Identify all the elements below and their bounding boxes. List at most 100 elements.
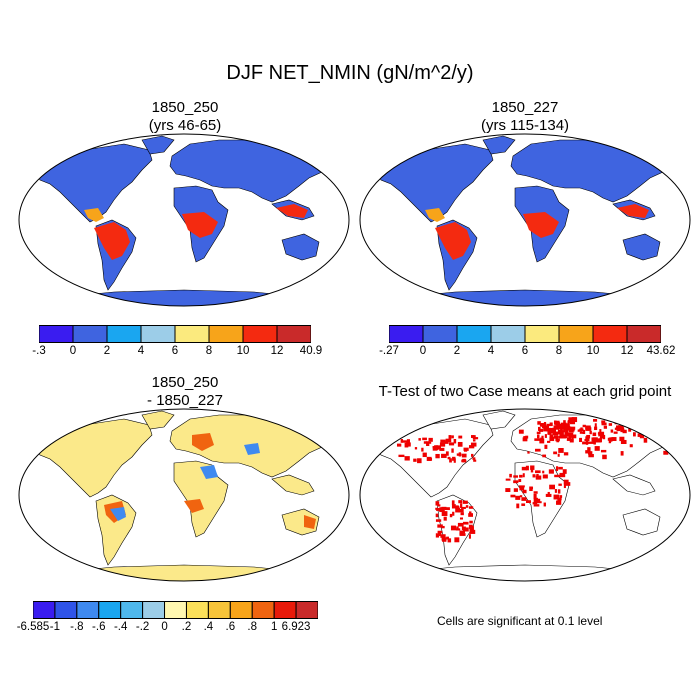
colorbar-swatch [174, 325, 210, 343]
colorbar-swatch [72, 325, 108, 343]
landmass [622, 233, 661, 261]
colorbar-tick-label: 10 [236, 345, 250, 357]
landmass [35, 418, 153, 498]
landmass [281, 508, 320, 536]
positive-difference-region [304, 515, 316, 529]
panel-4-title-line1: T-Test of two Case means at each grid po… [378, 383, 672, 400]
colorbar-tick-label: 0 [419, 345, 427, 357]
colorbar-tick-label: -1 [49, 621, 61, 633]
landmass [514, 460, 570, 538]
colorbar-swatch [208, 325, 244, 343]
landmass [271, 474, 315, 496]
colorbar-tick-label: 6 [171, 345, 179, 357]
colorbar-swatch [242, 325, 278, 343]
colorbar-swatch [54, 601, 78, 619]
colorbar-swatch [422, 325, 458, 343]
map-panel-3 [18, 408, 350, 582]
colorbar-swatch [76, 601, 100, 619]
map-border [359, 408, 691, 582]
landmass [51, 564, 315, 581]
landmass [612, 474, 656, 496]
landmass [35, 143, 153, 223]
colorbar-swatch [456, 325, 492, 343]
map-border [359, 133, 691, 307]
panel-2-title: 1850_227 (yrs 115-134) [400, 99, 650, 135]
colorbar-swatch [295, 601, 318, 619]
negative-difference-region [244, 443, 260, 455]
colorbar-tick-label: .4 [203, 621, 214, 633]
colorbar-2-labels: -.27 0 2 4 6 8 10 12 43.62 [379, 345, 675, 361]
figure-title: DJF NET_NMIN (gN/m^2/y) [226, 62, 474, 84]
high-mineralization-region [276, 204, 308, 218]
landmass [141, 410, 175, 430]
panel-2-title-line2: (yrs 115-134) [480, 117, 570, 134]
colorbar-tick-label: -.3 [32, 345, 46, 357]
colorbar-tick-label: 1 [270, 621, 278, 633]
panel-1-title-line2: (yrs 46-65) [148, 117, 222, 134]
colorbar-tick-label: 2 [453, 345, 461, 357]
colorbar-swatch [39, 325, 74, 343]
landmass [482, 410, 516, 430]
high-mineralization-region [523, 212, 559, 238]
colorbar-swatch [106, 325, 142, 343]
colorbar-1 [39, 325, 311, 343]
landmass [622, 508, 661, 536]
landmass [392, 564, 656, 581]
colorbar-swatch [142, 601, 166, 619]
colorbar-tick-label: 40.9 [299, 345, 323, 357]
colorbar-tick-label: .2 [181, 621, 192, 633]
colorbar-swatch [558, 325, 594, 343]
colorbar-swatch [98, 601, 122, 619]
positive-difference-region [184, 499, 204, 513]
colorbar-3-labels: -6.585 -1 -.8 -.6 -.4 -.2 0 .2 .4 .6 .8 1 6.923 [17, 621, 318, 637]
panel-1-title-line1: 1850_250 [151, 99, 219, 116]
map-panel-4 [359, 408, 691, 582]
high-mineralization-region [617, 204, 649, 218]
colorbar-tick-label: 10 [586, 345, 600, 357]
landmass [392, 289, 656, 306]
colorbar-swatch [524, 325, 560, 343]
colorbar-swatch [273, 601, 297, 619]
colorbar-tick-label: -.8 [70, 621, 84, 633]
landmass [51, 289, 315, 306]
colorbar-tick-label: 2 [103, 345, 111, 357]
landmass [141, 135, 175, 155]
negative-difference-region [200, 465, 218, 479]
colorbar-tick-label: -.2 [135, 621, 150, 633]
colorbar-tick-label: -.4 [113, 621, 128, 633]
colorbar-tick-label: -.6 [92, 621, 106, 633]
colorbar-tick-label: -6.585 [16, 621, 50, 633]
high-mineralization-region [425, 208, 445, 222]
colorbar-swatch [140, 325, 176, 343]
colorbar-swatch [626, 325, 661, 343]
colorbar-tick-label: 6 [521, 345, 529, 357]
landmass [482, 135, 516, 155]
high-mineralization-region [435, 222, 471, 260]
colorbar-tick-label: -.27 [379, 345, 399, 357]
colorbar-2 [389, 325, 661, 343]
colorbar-swatch [251, 601, 275, 619]
negative-difference-region [110, 507, 126, 521]
colorbar-tick-label: 4 [487, 345, 495, 357]
positive-difference-region [192, 433, 214, 451]
colorbar-tick-label: 43.62 [646, 345, 676, 357]
colorbar-swatch [185, 601, 209, 619]
colorbar-swatch [120, 601, 144, 619]
colorbar-tick-label: 0 [161, 621, 168, 633]
colorbar-swatch [229, 601, 253, 619]
colorbar-3 [33, 601, 318, 619]
landmass [281, 233, 320, 261]
colorbar-tick-label: 12 [620, 345, 634, 357]
map-border [18, 133, 350, 307]
landmass [376, 143, 494, 223]
colorbar-tick-label: 12 [270, 345, 284, 357]
map-border [18, 408, 350, 582]
high-mineralization-region [84, 208, 104, 222]
colorbar-swatch [276, 325, 311, 343]
colorbar-swatch [164, 601, 187, 619]
colorbar-swatch [592, 325, 628, 343]
colorbar-tick-label: 8 [205, 345, 213, 357]
colorbar-swatch [207, 601, 231, 619]
panel-3-title-line1: 1850_250 [151, 374, 219, 391]
map-panel-1 [18, 133, 350, 307]
